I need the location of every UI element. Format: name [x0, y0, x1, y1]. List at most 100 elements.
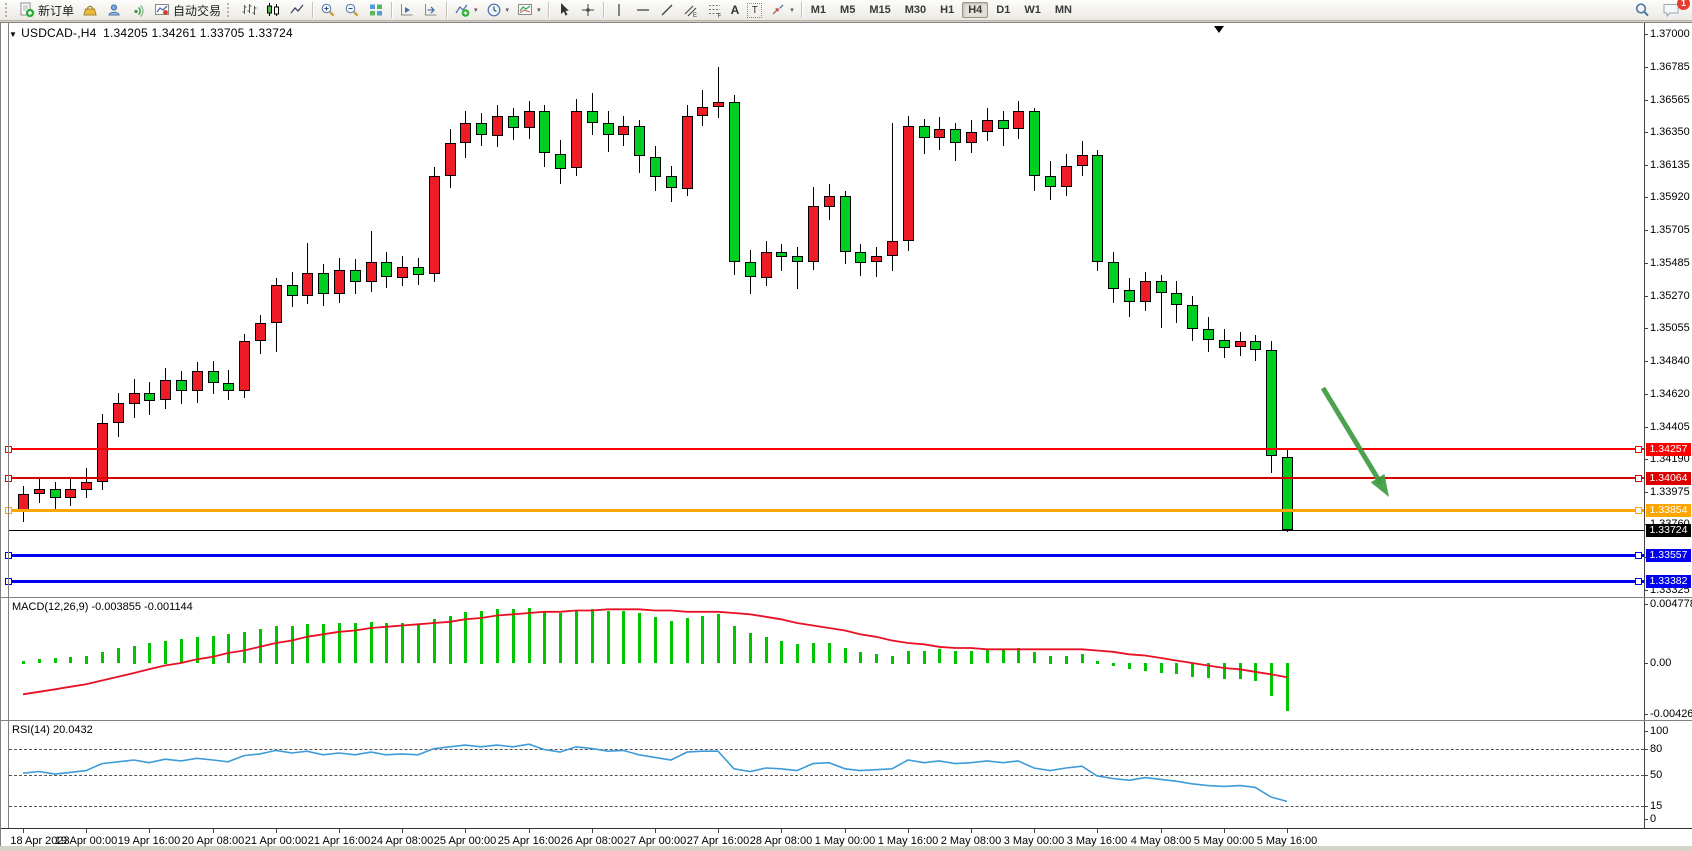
timeframe-button-m1[interactable]: M1	[810, 4, 827, 16]
bar-chart-button[interactable]	[237, 0, 261, 21]
time-axis-label: 5 May 00:00	[1193, 835, 1255, 847]
chart-window[interactable]: ▼ USDCAD-,H4 1.34205 1.34261 1.33705 1.33…	[0, 22, 1692, 847]
timeframe-button-h1[interactable]: H1	[940, 4, 955, 16]
trendline-icon	[659, 2, 675, 18]
line-handle-right[interactable]	[1635, 475, 1642, 482]
price-horizontal-line[interactable]	[9, 554, 1644, 557]
macd-histogram-bar	[970, 651, 973, 664]
macd-histogram-bar	[780, 641, 783, 664]
deposit-button[interactable]	[78, 0, 102, 21]
auto-scroll-button[interactable]	[395, 0, 419, 21]
macd-histogram-bar	[338, 623, 341, 663]
new-order-button[interactable]: 新订单	[15, 0, 78, 21]
axis-tick-mark	[1644, 427, 1648, 428]
macd-histogram-bar	[859, 652, 862, 663]
arrows-tool-button[interactable]: ▾	[766, 0, 798, 21]
candle-body	[413, 267, 424, 275]
candle-body	[318, 273, 329, 294]
macd-histogram-bar	[701, 616, 704, 664]
timeframe-button-m15[interactable]: M15	[869, 4, 891, 16]
price-horizontal-line[interactable]	[9, 509, 1644, 512]
timeframe-button-m5[interactable]: M5	[840, 4, 856, 16]
crosshair-button[interactable]	[576, 0, 600, 21]
zoom-out-button[interactable]	[340, 0, 364, 21]
fibonacci-tool-button[interactable]: F	[703, 0, 727, 21]
fibonacci-icon: F	[707, 2, 723, 18]
time-axis-label: 4 May 08:00	[1130, 835, 1192, 847]
timeframe-button-mn[interactable]: MN	[1054, 4, 1072, 16]
macd-histogram-bar	[875, 654, 878, 663]
line-handle-right[interactable]	[1635, 446, 1642, 453]
price-horizontal-line[interactable]	[9, 580, 1644, 583]
horizontal-line-tool-button[interactable]	[631, 0, 655, 21]
time-tick-mark	[213, 829, 214, 833]
channel-tool-button[interactable]: E	[679, 0, 703, 21]
candle-body	[429, 176, 440, 274]
chart-shift-marker[interactable]	[1214, 26, 1224, 33]
price-horizontal-line[interactable]	[9, 477, 1644, 479]
timeframe-button-w1[interactable]: W1	[1024, 4, 1041, 16]
auto-trading-label: 自动交易	[173, 3, 222, 18]
macd-histogram-bar	[1049, 656, 1052, 664]
candle-body	[223, 383, 234, 391]
line-chart-icon	[289, 2, 305, 18]
line-handle-right[interactable]	[1635, 507, 1642, 514]
candlestick-chart-button[interactable]	[261, 0, 285, 21]
chart-collapse-icon[interactable]: ▼	[9, 30, 18, 39]
trend-arrow-annotation[interactable]	[1320, 386, 1383, 485]
line-handle-right[interactable]	[1635, 552, 1642, 559]
arrow-shapes-icon	[770, 2, 786, 18]
chart-shift-button[interactable]	[419, 0, 443, 21]
candle-body	[1013, 111, 1024, 129]
search-button[interactable]	[1630, 0, 1654, 21]
macd-histogram-bar	[591, 609, 594, 663]
time-axis-label: 25 Apr 16:00	[497, 835, 561, 847]
macd-histogram-bar	[243, 632, 246, 663]
macd-histogram-bar	[54, 658, 57, 663]
trendline-tool-button[interactable]	[655, 0, 679, 21]
timeframe-button-d1[interactable]: D1	[996, 4, 1011, 16]
notifications-button[interactable]: 1	[1658, 0, 1690, 21]
plot-left-border	[8, 23, 9, 829]
cursor-button[interactable]	[552, 0, 576, 21]
candle-body	[808, 206, 819, 262]
time-tick-mark	[1034, 829, 1035, 833]
axis-tick-mark	[1644, 749, 1648, 750]
price-horizontal-line[interactable]	[9, 448, 1644, 450]
toolbar-separator	[800, 2, 802, 18]
text-tool-button[interactable]: A	[727, 0, 744, 21]
profile-icon	[106, 2, 122, 18]
line-chart-button[interactable]	[285, 0, 309, 21]
auto-trading-button[interactable]: 自动交易	[150, 0, 225, 21]
axis-value-label: 1.35270	[1650, 290, 1690, 302]
auto-scroll-icon	[399, 2, 415, 18]
macd-histogram-bar	[1017, 648, 1020, 663]
signals-button[interactable]	[126, 0, 150, 21]
vertical-line-tool-button[interactable]	[607, 0, 631, 21]
toolbar-separator	[312, 2, 314, 18]
indicators-button[interactable]: ▾	[450, 0, 482, 21]
price-horizontal-line[interactable]	[9, 530, 1644, 531]
panel-separator-rsi[interactable]	[1, 720, 1692, 721]
label-tool-button[interactable]: T	[743, 0, 766, 21]
templates-button[interactable]: ▾	[513, 0, 545, 21]
axis-tick-mark	[1644, 230, 1648, 231]
zoom-in-button[interactable]	[316, 0, 340, 21]
candle-wick	[718, 67, 719, 118]
macd-histogram-bar	[654, 617, 657, 663]
candle-body	[855, 252, 866, 263]
tile-windows-button[interactable]	[364, 0, 388, 21]
profile-button[interactable]	[102, 0, 126, 21]
line-handle-right[interactable]	[1635, 578, 1642, 585]
macd-label: MACD(12,26,9) -0.003855 -0.001144	[12, 601, 193, 613]
candle-body	[682, 116, 693, 189]
timeframe-button-m30[interactable]: M30	[904, 4, 927, 16]
macd-histogram-bar	[227, 634, 230, 663]
candle-body	[919, 126, 930, 138]
periods-button[interactable]: ▾	[482, 0, 514, 21]
template-icon	[517, 2, 533, 18]
macd-histogram-bar	[512, 609, 515, 663]
panel-separator-macd[interactable]	[1, 597, 1692, 598]
macd-histogram-bar	[133, 646, 136, 664]
timeframe-button-h4[interactable]: H4	[962, 2, 989, 18]
